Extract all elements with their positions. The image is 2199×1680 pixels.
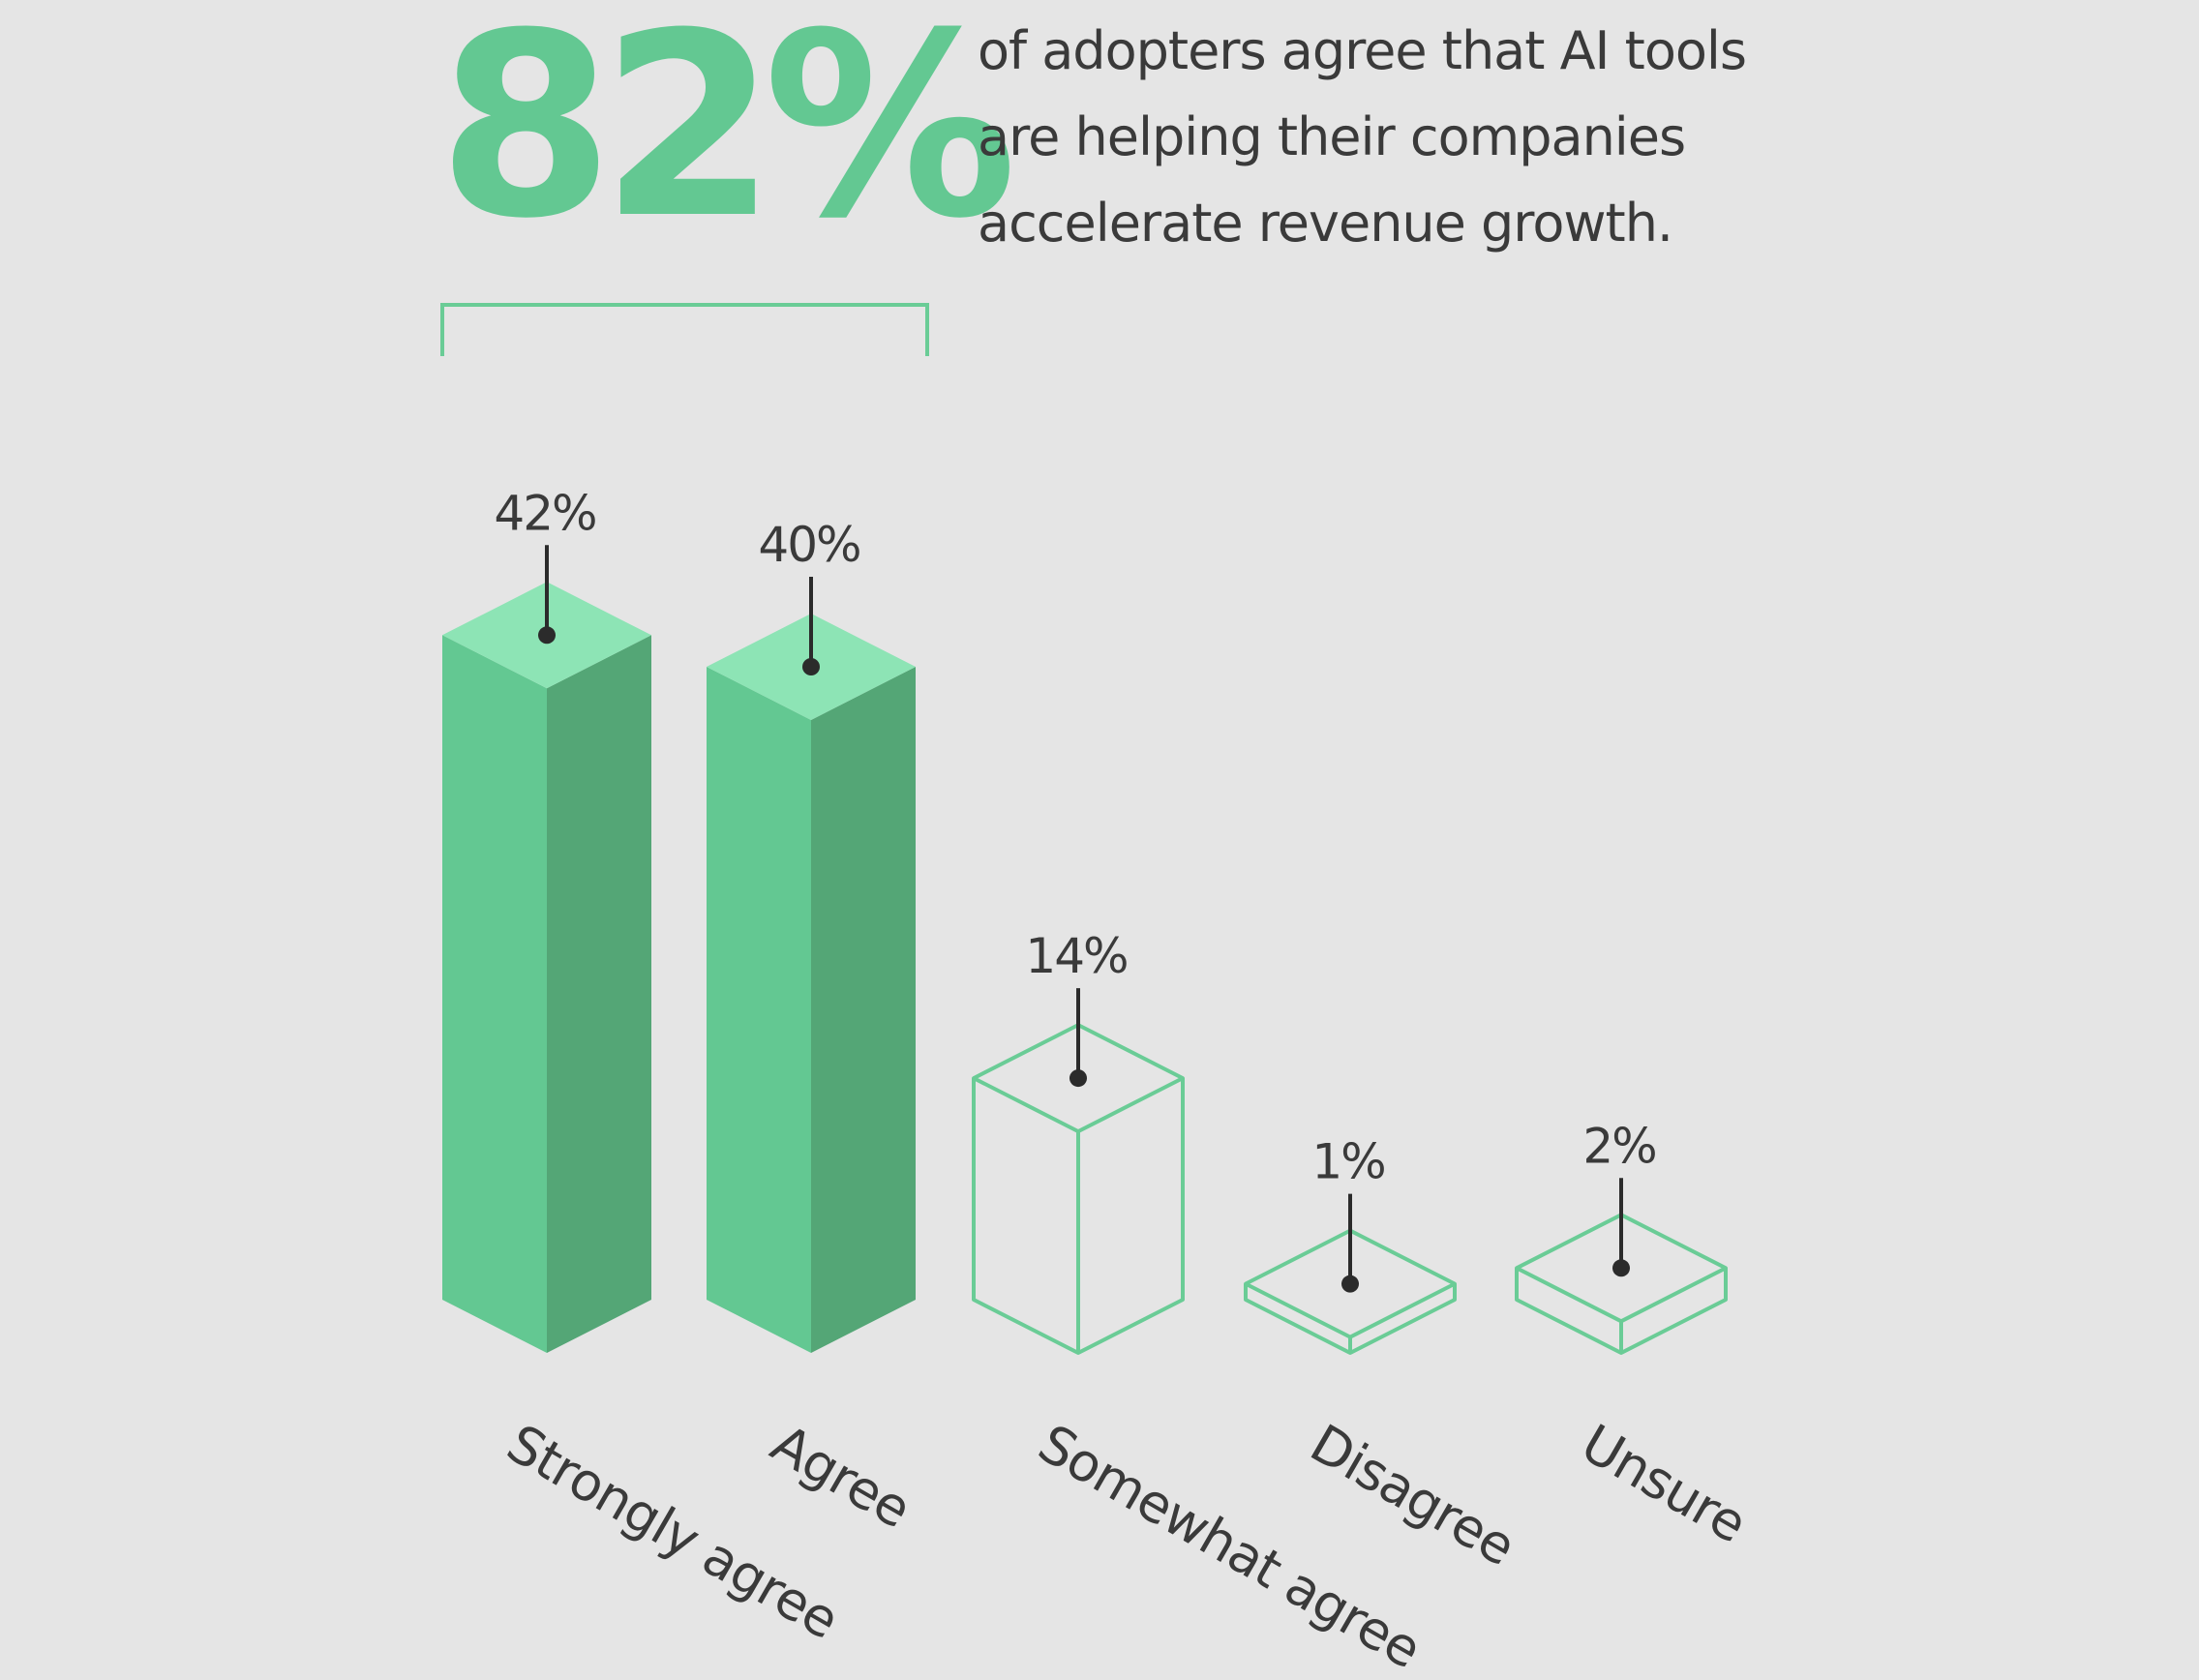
category-label-unsure: Unsure: [1572, 1413, 1757, 1555]
headline-percentage: 82%: [437, 0, 1017, 274]
value-label-agree: 40%: [758, 517, 859, 573]
value-label-somewhat-agree: 14%: [1025, 928, 1127, 984]
value-label-strongly-agree: 42%: [494, 485, 595, 541]
value-marker-disagree: [1341, 1275, 1359, 1293]
bar-left-face-agree: [707, 667, 811, 1353]
value-marker-unsure: [1612, 1259, 1630, 1277]
value-marker-strongly-agree: [538, 626, 556, 645]
headline-line-3: accelerate revenue growth.: [978, 193, 1673, 254]
headline-text: of adopters agree that AI tools are help…: [978, 8, 1849, 266]
bar-right-face-strongly-agree: [547, 635, 651, 1353]
value-label-unsure: 2%: [1582, 1118, 1655, 1174]
category-label-agree: Agree: [762, 1413, 921, 1540]
headline-line-2: are helping their companies: [978, 106, 1686, 167]
bar-right-face-agree: [811, 667, 916, 1353]
headline-line-1: of adopters agree that AI tools: [978, 20, 1747, 81]
category-label-disagree: Disagree: [1301, 1413, 1525, 1577]
value-label-disagree: 1%: [1311, 1134, 1384, 1190]
bar-left-face-strongly-agree: [442, 635, 547, 1353]
value-marker-somewhat-agree: [1069, 1069, 1087, 1088]
value-marker-agree: [802, 658, 820, 675]
bracket-line: [440, 303, 929, 356]
